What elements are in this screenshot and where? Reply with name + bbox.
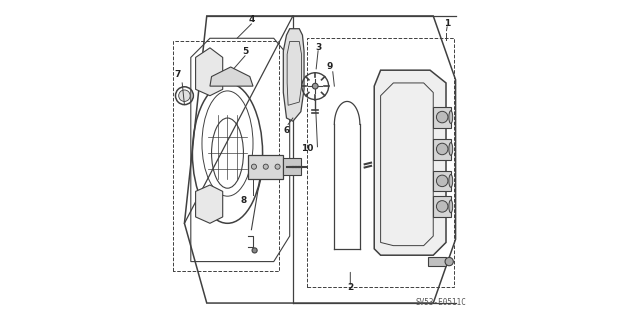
Polygon shape	[428, 257, 446, 266]
Polygon shape	[210, 67, 253, 86]
Circle shape	[436, 111, 448, 123]
Circle shape	[179, 90, 190, 101]
Text: 1: 1	[444, 19, 451, 28]
Text: 10: 10	[301, 144, 314, 153]
Text: 3: 3	[316, 43, 321, 52]
Polygon shape	[248, 155, 284, 179]
Circle shape	[275, 164, 280, 169]
Polygon shape	[433, 196, 451, 217]
Text: 2: 2	[347, 283, 353, 292]
Text: SV53-E0511C: SV53-E0511C	[416, 298, 467, 307]
Polygon shape	[433, 171, 451, 191]
Circle shape	[263, 164, 268, 169]
Text: 9: 9	[326, 63, 333, 71]
Polygon shape	[196, 185, 223, 223]
Polygon shape	[196, 48, 223, 96]
Polygon shape	[433, 139, 451, 160]
Circle shape	[436, 175, 448, 187]
Text: 4: 4	[248, 15, 255, 24]
Ellipse shape	[449, 111, 452, 123]
Text: 7: 7	[174, 70, 180, 79]
Circle shape	[436, 143, 448, 155]
Text: 8: 8	[240, 197, 246, 205]
Ellipse shape	[449, 174, 452, 187]
Circle shape	[445, 257, 453, 266]
Circle shape	[436, 201, 448, 212]
Circle shape	[252, 248, 257, 253]
Circle shape	[312, 83, 318, 89]
Text: 6: 6	[284, 126, 290, 135]
Circle shape	[252, 164, 257, 169]
Polygon shape	[433, 107, 451, 128]
Text: 5: 5	[242, 47, 248, 56]
Polygon shape	[284, 29, 304, 121]
Polygon shape	[284, 158, 301, 175]
Ellipse shape	[449, 143, 452, 155]
Polygon shape	[374, 70, 446, 255]
Ellipse shape	[449, 200, 452, 213]
